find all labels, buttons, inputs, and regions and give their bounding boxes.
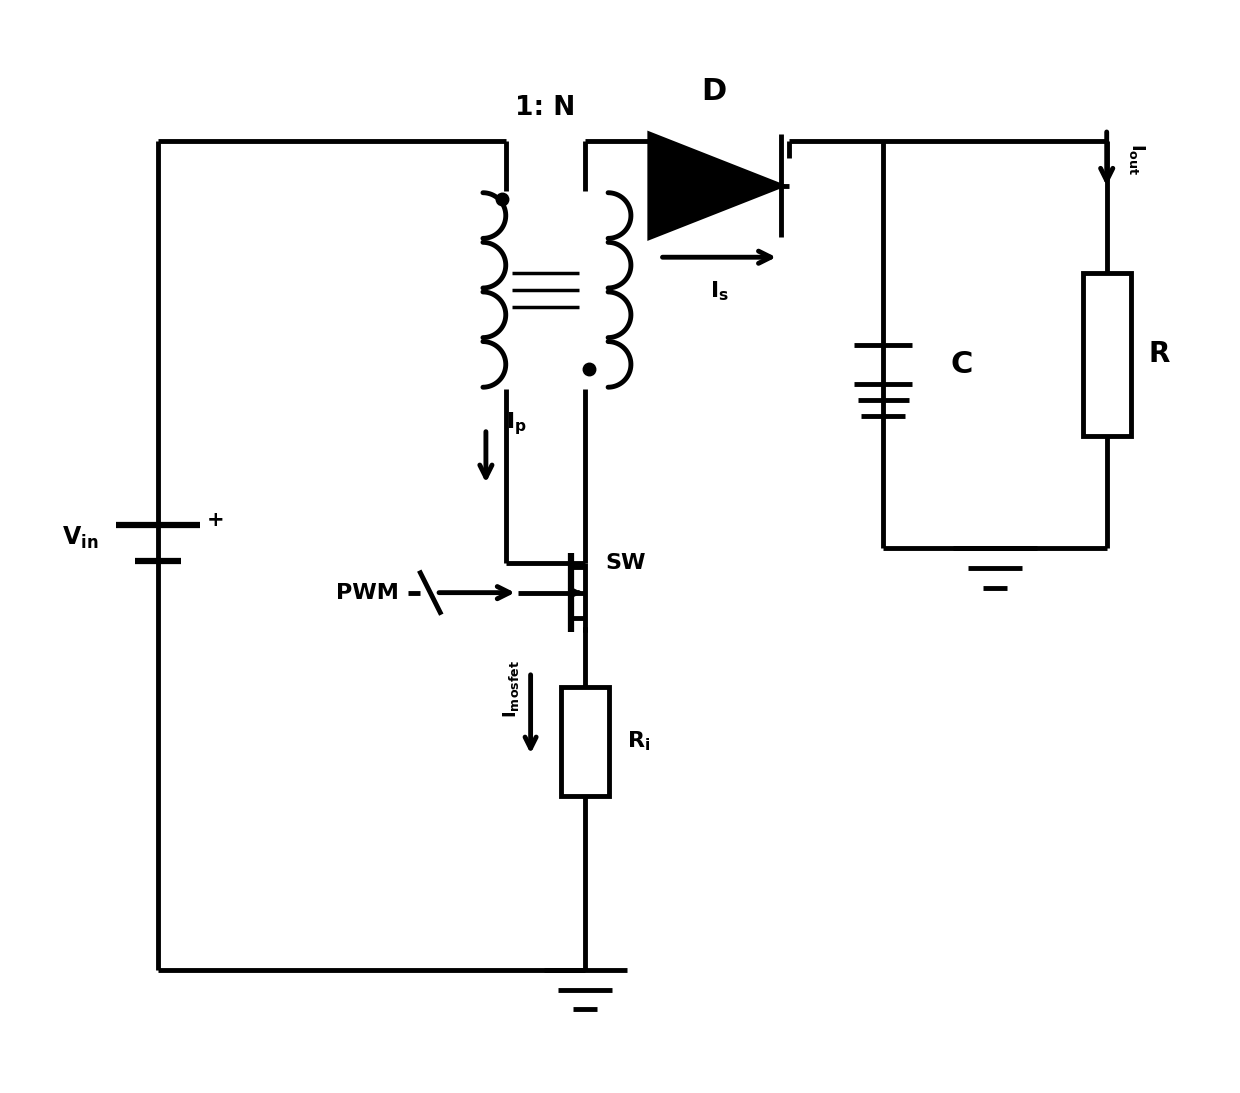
Text: R: R [1148, 341, 1169, 368]
Bar [1083, 272, 1131, 436]
Text: D: D [702, 78, 727, 106]
Text: $\mathbf{I_p}$: $\mathbf{I_p}$ [506, 411, 527, 437]
Text: $\mathbf{I_s}$: $\mathbf{I_s}$ [709, 279, 729, 303]
Text: PWM: PWM [336, 583, 398, 602]
Text: SW: SW [605, 553, 646, 573]
Bar [562, 686, 609, 796]
Text: 1: N: 1: N [516, 95, 575, 121]
Text: C: C [951, 350, 973, 379]
Text: +: + [207, 510, 224, 530]
Text: $\mathbf{V_{in}}$: $\mathbf{V_{in}}$ [62, 525, 99, 551]
Text: $\mathbf{R_i}$: $\mathbf{R_i}$ [627, 730, 650, 753]
Polygon shape [650, 134, 781, 237]
Text: $\mathbf{I_{mosfet}}$: $\mathbf{I_{mosfet}}$ [501, 660, 521, 718]
Text: $\mathbf{I_{out}}$: $\mathbf{I_{out}}$ [1127, 143, 1147, 175]
